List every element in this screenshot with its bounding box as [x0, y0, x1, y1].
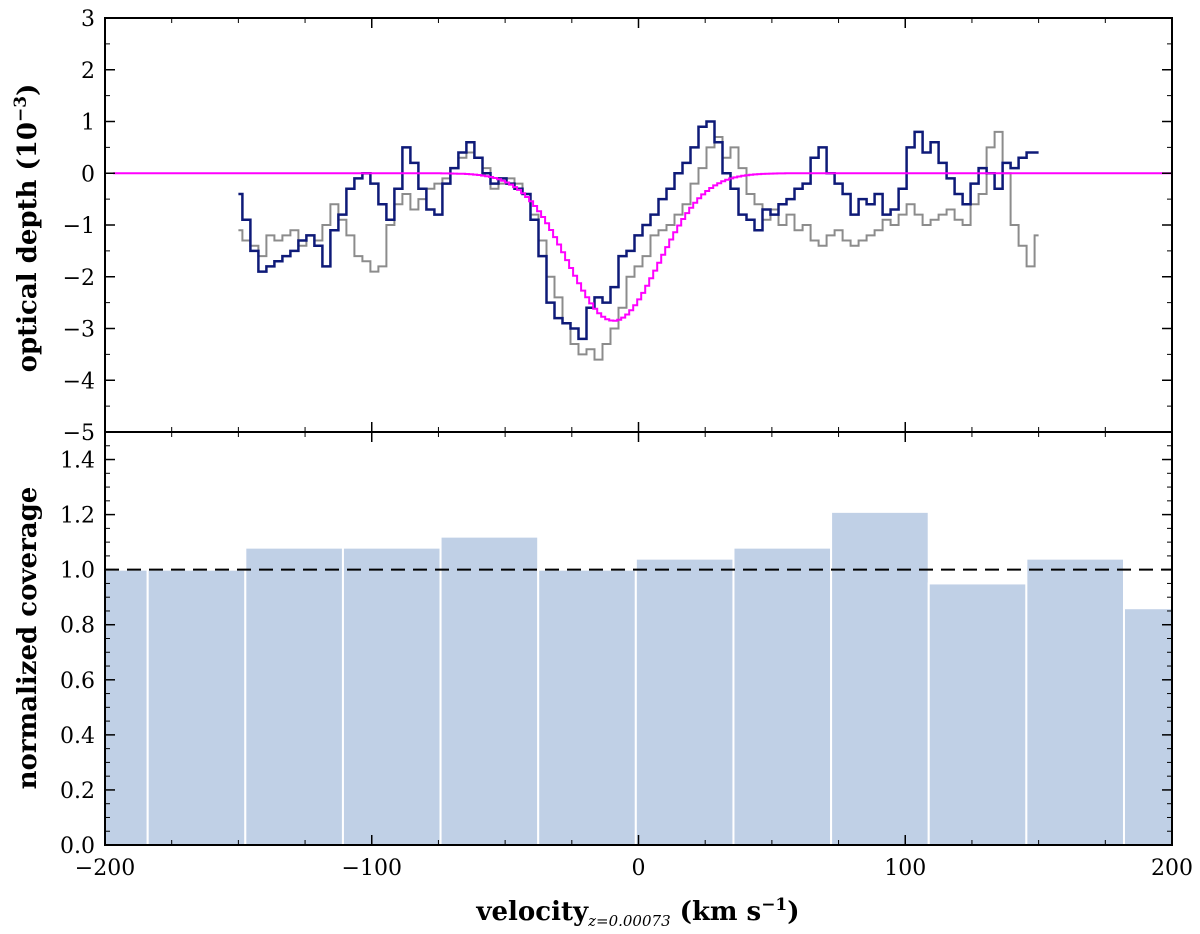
optical-depth-panel: −5 −4 −3 −2 −1 0 1 2 3 — [63, 7, 1173, 446]
y-tick-label: −4 — [63, 369, 95, 394]
y-tick-label: 0.2 — [60, 779, 95, 804]
coverage-bar — [104, 568, 149, 847]
coverage-axis-title: normalized coverage — [13, 487, 43, 790]
y-tick-label: −3 — [63, 318, 95, 343]
y-tick-label: 2 — [81, 59, 95, 84]
optical-depth-fit-curve — [113, 172, 1172, 322]
coverage-frame — [104, 431, 1173, 846]
x-tick-label: −200 — [75, 856, 135, 881]
coverage-bar — [830, 510, 930, 846]
coverage-bar — [732, 546, 833, 846]
coverage-bar — [537, 568, 637, 847]
y-tick-label: 1.4 — [60, 449, 95, 474]
coverage-bar — [1122, 607, 1173, 846]
optical-depth-ticks: −5 −4 −3 −2 −1 0 1 2 3 — [63, 7, 1173, 446]
optical-depth-axis-title: optical depth (10−3) — [11, 84, 43, 373]
y-tick-label: −2 — [63, 266, 95, 291]
coverage-bar — [439, 535, 540, 846]
coverage-bar — [927, 582, 1028, 847]
coverage-bar — [244, 546, 344, 846]
x-tick-label: 100 — [884, 856, 926, 881]
y-tick-label: 0 — [81, 162, 95, 187]
y-tick-label: 0.0 — [60, 834, 95, 859]
optical-depth-navy-series — [238, 120, 1039, 341]
y-tick-label: −5 — [63, 421, 95, 446]
x-tick-label: −100 — [342, 856, 402, 881]
y-tick-label: 1.2 — [60, 504, 95, 529]
y-tick-label: −1 — [63, 214, 95, 239]
y-tick-label: 0.8 — [60, 614, 95, 639]
coverage-ticks: −200 −100 0 100 200 0.0 0.2 0.4 0.6 0.8 1.0 1.2 1.4 — [60, 431, 1193, 881]
y-tick-label: 3 — [81, 7, 95, 32]
y-tick-label: 1 — [81, 111, 95, 136]
velocity-axis-title: velocityz=0.00073 (km s−1) — [475, 895, 799, 930]
x-tick-label: 0 — [632, 856, 646, 881]
coverage-bar — [341, 546, 442, 846]
coverage-panel: −200 −100 0 100 200 0.0 0.2 0.4 0.6 0.8 1.0 1.2 1.4 — [60, 431, 1193, 881]
coverage-bars-group — [104, 510, 1173, 847]
y-tick-label: 1.0 — [60, 559, 95, 584]
coverage-bar — [634, 557, 735, 846]
coverage-bar — [146, 568, 247, 847]
y-tick-label: 0.6 — [60, 669, 95, 694]
x-tick-label: 200 — [1151, 856, 1193, 881]
optical-depth-gray-series — [238, 130, 1039, 361]
optical-depth-series-group — [113, 120, 1172, 361]
coverage-bar — [1025, 557, 1125, 846]
y-tick-label: 0.4 — [60, 724, 95, 749]
